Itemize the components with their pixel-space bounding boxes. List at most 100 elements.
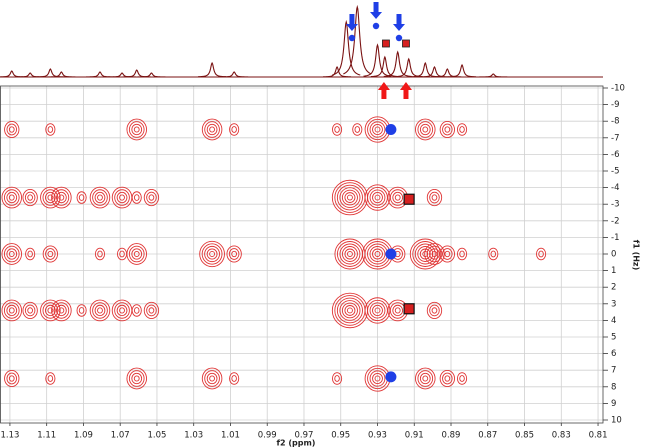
annotation-arrow <box>399 82 412 99</box>
projection-peak <box>448 63 477 78</box>
y-tick-label: 8 <box>611 382 616 392</box>
contour-peak <box>1 186 23 209</box>
contour-level <box>133 194 140 201</box>
contour-level <box>352 123 363 136</box>
contour-level <box>334 375 340 382</box>
contour-level <box>417 370 434 387</box>
contour-peak <box>143 189 160 207</box>
contour-level <box>131 304 142 317</box>
contour-level <box>27 194 33 201</box>
contour-level <box>431 250 438 258</box>
contour-level <box>131 248 143 260</box>
x-axis-title: f2 (ppm) <box>277 439 316 448</box>
contour-level <box>51 186 72 209</box>
y-tick-label: -2 <box>611 216 619 226</box>
contour-level <box>126 367 147 390</box>
annotation-square <box>382 39 390 48</box>
contour-level <box>47 375 54 382</box>
contour-level <box>341 302 358 319</box>
contour-level <box>24 304 36 317</box>
contour-level <box>442 372 453 385</box>
contour-level <box>332 123 343 136</box>
contour-level <box>346 194 353 201</box>
contour-level <box>369 302 386 319</box>
y-tick-label: -3 <box>611 200 619 210</box>
contour-peak <box>76 191 87 204</box>
y-axis-title: f1 (Hz) <box>632 240 641 271</box>
contour-level <box>148 307 155 314</box>
contour-level <box>97 250 103 258</box>
projection-peak <box>85 71 114 78</box>
y-tick-label: -10 <box>611 84 625 94</box>
contour-peak <box>199 240 225 268</box>
y-tick-label: 9 <box>611 399 616 409</box>
contour-level <box>128 121 145 138</box>
contour-level <box>133 250 140 258</box>
contour-level <box>369 246 386 262</box>
contour-level <box>47 126 54 133</box>
contour-level <box>372 304 383 316</box>
annotation-arrow <box>370 2 383 19</box>
contour-level <box>439 245 455 263</box>
contour-level <box>459 250 465 258</box>
contour-peak <box>45 123 56 136</box>
contour-level <box>334 126 340 133</box>
contour-level <box>45 304 56 317</box>
contour-level <box>231 250 237 258</box>
contour-level <box>56 304 67 317</box>
contour-peak <box>201 367 223 390</box>
contour-level <box>92 302 108 319</box>
contour-level <box>6 191 18 204</box>
contour-peak <box>94 247 106 261</box>
contour-peak <box>4 120 20 139</box>
marker-circle <box>385 124 397 135</box>
contour-level <box>415 367 436 390</box>
x-tick-label: 0.89 <box>442 431 461 441</box>
contour-peak <box>536 247 547 261</box>
contour-level <box>372 123 383 136</box>
contour-level <box>372 372 383 385</box>
contour-level <box>231 375 237 382</box>
projection-peak <box>323 66 352 78</box>
contour-peak <box>131 304 142 317</box>
x-tick-label: 0.95 <box>331 431 350 441</box>
contour-level <box>94 191 106 204</box>
contour-level <box>6 304 18 317</box>
contour-peak <box>415 118 436 141</box>
projection-peak <box>479 73 508 78</box>
contour-level <box>336 184 363 211</box>
contour-level <box>199 240 225 268</box>
contour-peak <box>439 245 455 263</box>
contour-peak <box>143 301 160 319</box>
contour-level <box>27 250 33 258</box>
contour-level <box>538 250 544 258</box>
contour-level <box>76 191 87 204</box>
contour-level <box>45 372 56 385</box>
contour-level <box>204 370 220 387</box>
contour-peak <box>22 189 38 207</box>
contour-level <box>374 194 381 201</box>
contour-level <box>344 305 356 316</box>
contour-level <box>47 307 54 314</box>
y-tick-label: -8 <box>611 117 619 127</box>
y-tick-label: 7 <box>611 366 616 376</box>
contour-peak <box>45 372 56 385</box>
contour-level <box>209 251 216 257</box>
contour-level <box>201 367 223 390</box>
contour-level <box>456 247 468 261</box>
contour-level <box>422 375 429 382</box>
contour-level <box>426 245 443 263</box>
contour-peak <box>415 367 436 390</box>
projection-peak <box>220 71 249 78</box>
y-tick-label: -5 <box>611 167 619 177</box>
contour-level <box>89 299 111 322</box>
contour-level <box>367 299 388 322</box>
contour-level <box>119 307 125 314</box>
y-tick-label: 4 <box>611 316 616 326</box>
contour-peak <box>331 292 368 329</box>
contour-peak <box>439 120 455 139</box>
y-tick-label: 10 <box>611 416 622 426</box>
contour-level <box>412 241 439 267</box>
contour-level <box>133 375 140 382</box>
contour-level <box>58 307 65 314</box>
